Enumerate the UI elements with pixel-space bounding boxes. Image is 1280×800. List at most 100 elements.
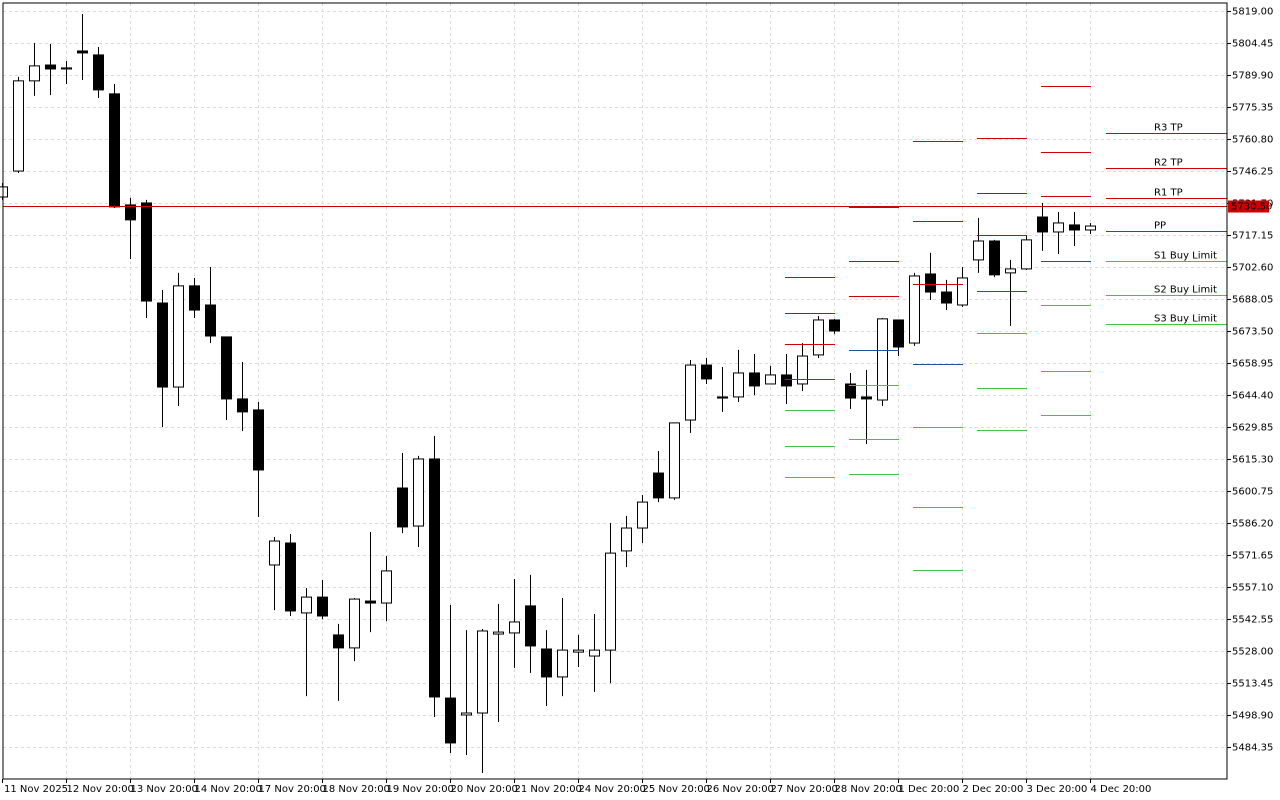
level-label: R2 TP (1154, 158, 1183, 169)
x-tick-label: 1 Dec 20:00 (899, 784, 960, 795)
candle-body (925, 273, 936, 293)
candle-body (765, 374, 776, 385)
candle-body (557, 649, 568, 678)
x-tick-label: 14 Nov 20:00 (195, 784, 262, 795)
y-tick-label: 5789.90 (1232, 71, 1273, 82)
x-tick-label: 25 Nov 20:00 (643, 784, 710, 795)
x-tick-label: 13 Nov 20:00 (131, 784, 198, 795)
y-tick-label: 5804.45 (1232, 39, 1273, 50)
level-label: R1 TP (1154, 188, 1183, 199)
candle-body (797, 355, 808, 385)
candle-body (221, 336, 232, 400)
y-tick-label: 5775.35 (1232, 103, 1273, 114)
candle-body (13, 80, 24, 172)
candle-body (909, 275, 920, 344)
y-tick-label: 5586.20 (1232, 519, 1273, 530)
candle-body (541, 648, 552, 678)
candle-body (381, 570, 392, 604)
x-tick-label: 4 Dec 20:00 (1091, 784, 1152, 795)
candle-body (397, 487, 408, 528)
candle-body (45, 64, 56, 70)
x-tick-label: 24 Nov 20:00 (579, 784, 646, 795)
level-label: S1 Buy Limit (1154, 251, 1217, 262)
candle-body (333, 634, 344, 649)
plot-frame (2, 2, 1228, 780)
x-tick-label: 2 Dec 20:00 (963, 784, 1024, 795)
x-tick-label: 17 Nov 20:00 (259, 784, 326, 795)
candle-body (237, 398, 248, 413)
y-tick-label: 5528.00 (1232, 647, 1273, 658)
y-tick-label: 5658.95 (1232, 359, 1273, 370)
candle-body (445, 697, 456, 744)
candle-body (365, 600, 376, 604)
candle-body (717, 396, 728, 399)
y-tick-label: 5571.65 (1232, 551, 1273, 562)
candle-body (893, 319, 904, 348)
x-tick-label: 20 Nov 20:00 (451, 784, 518, 795)
candle-body (141, 202, 152, 302)
candle-body (637, 501, 648, 529)
candle-body (0, 186, 8, 198)
candle-body (685, 364, 696, 421)
candle-body (29, 65, 40, 82)
candle-body (61, 67, 72, 70)
y-tick-label: 5629.85 (1232, 423, 1273, 434)
y-tick-label: 5746.25 (1232, 167, 1273, 178)
candle-body (429, 458, 440, 698)
candle-body (189, 285, 200, 311)
candle-body (733, 372, 744, 398)
candle-body (1037, 216, 1048, 233)
candle-body (349, 598, 360, 649)
marks-layer: R3 TP R2 TP R1 TP PP S1 Buy Limit S2 Buy Limi… (0, 13, 1227, 774)
candle-body (317, 596, 328, 617)
candle-body (157, 302, 168, 388)
candle-body (125, 204, 136, 221)
candle-body (989, 240, 1000, 276)
y-tick-label: 5513.45 (1232, 679, 1273, 690)
y-tick-label: 5760.80 (1232, 135, 1273, 146)
y-tick-label: 5673.50 (1232, 327, 1273, 338)
candle-body (1069, 224, 1080, 231)
current-price-box (1228, 200, 1269, 213)
candle-body (813, 319, 824, 356)
candle-body (589, 649, 600, 657)
candle-body (1021, 239, 1032, 270)
candle-body (285, 542, 296, 612)
candle-body (253, 409, 264, 471)
candle-body (749, 372, 760, 387)
candle-body (861, 396, 872, 400)
candle-body (1053, 222, 1064, 233)
y-tick-label: 5498.90 (1232, 711, 1273, 722)
candle-body (605, 552, 616, 651)
y-tick-label: 5600.75 (1232, 487, 1273, 498)
candle-body (781, 374, 792, 387)
y-tick-label: 5819.00 (1232, 7, 1273, 18)
level-label: S3 Buy Limit (1154, 314, 1217, 325)
y-tick-label: 5702.60 (1232, 263, 1273, 274)
level-label: S2 Buy Limit (1154, 285, 1217, 296)
candle-body (653, 472, 664, 499)
candle-body (701, 364, 712, 380)
y-tick-label: 5688.05 (1232, 295, 1273, 306)
candle-body (493, 631, 504, 635)
candle-body (509, 621, 520, 634)
x-tick-label: 27 Nov 20:00 (771, 784, 838, 795)
candle-body (957, 277, 968, 306)
y-tick-label: 5615.30 (1232, 455, 1273, 466)
x-tick-label: 26 Nov 20:00 (707, 784, 774, 795)
candle-body (205, 304, 216, 337)
candle-body (573, 649, 584, 653)
x-tick-label: 19 Nov 20:00 (387, 784, 454, 795)
current-price-label: 5730.50 (1231, 202, 1272, 213)
candle-body (669, 422, 680, 499)
x-tick-label: 11 Nov 2025 (4, 784, 68, 795)
candle-body (173, 285, 184, 388)
candle-body (269, 540, 280, 566)
x-tick-label: 18 Nov 20:00 (323, 784, 390, 795)
candle-body (1005, 268, 1016, 274)
y-tick-label: 5557.10 (1232, 583, 1273, 594)
candle-body (93, 54, 104, 91)
candle-body (525, 605, 536, 647)
x-tick-label: 28 Nov 20:00 (835, 784, 902, 795)
